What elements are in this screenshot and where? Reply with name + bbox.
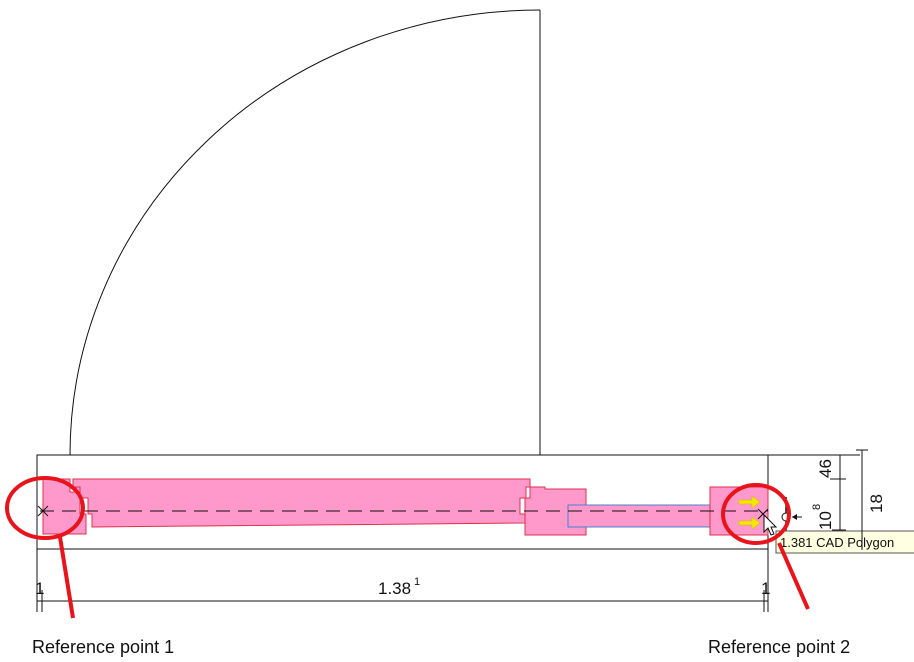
snap-tooltip: 1.381 CAD Polygon <box>775 530 914 554</box>
dim-vertical-46: 46 <box>816 459 835 478</box>
dim-right-small: 1 <box>761 579 770 598</box>
dim-vertical-10-superscript: 8 <box>811 504 823 510</box>
door-leaf-profile[interactable] <box>72 478 531 528</box>
cross-marker-icon <box>37 505 49 517</box>
dim-vertical-10: 10 <box>816 511 835 530</box>
vertical-dimension-lines <box>768 449 868 550</box>
reference-point-1-label: Reference point 1 <box>32 637 174 657</box>
reference-point-2-label: Reference point 2 <box>708 637 850 657</box>
tooltip-text: 1.381 CAD Polygon <box>780 535 894 550</box>
reference-point-1-annotation <box>5 476 85 619</box>
reference-point-2-annotation <box>721 483 810 610</box>
dim-vertical-18: 18 <box>867 494 886 513</box>
horizontal-dimension-lines <box>36 549 769 612</box>
dim-main-superscript: 1 <box>414 576 420 588</box>
dim-left-small: 1 <box>35 579 44 598</box>
dim-main: 1.38 <box>378 579 411 598</box>
arrow-cursor-icon <box>763 513 778 536</box>
selection-grips[interactable] <box>738 495 761 530</box>
door-swing-arc <box>69 9 541 456</box>
